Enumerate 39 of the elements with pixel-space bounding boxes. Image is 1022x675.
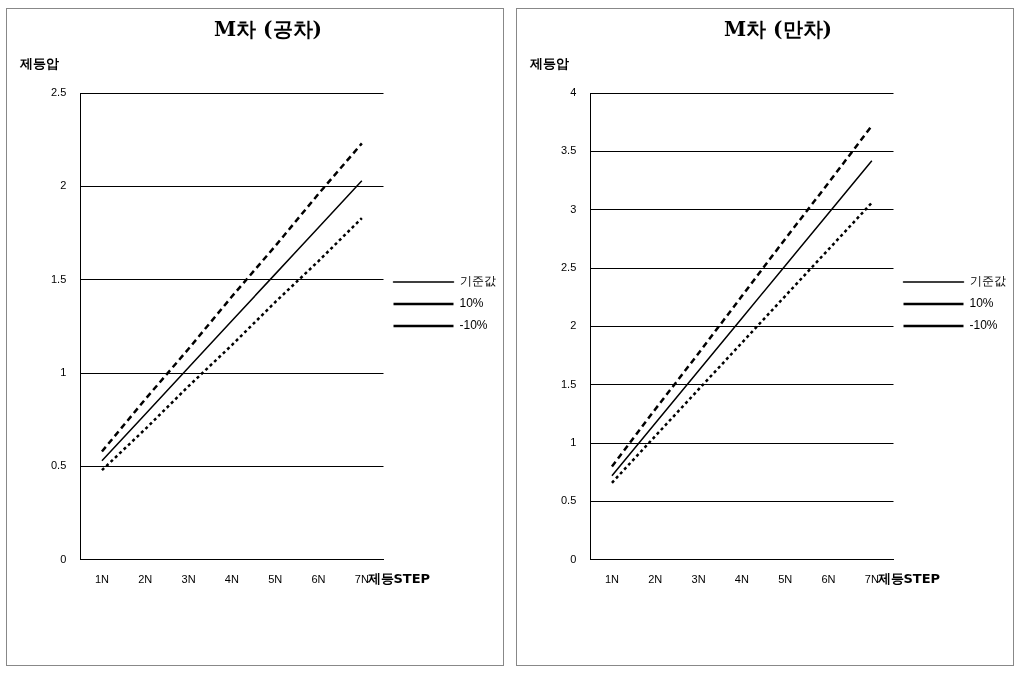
y-tick-label: 4	[570, 86, 577, 99]
y-tick-label: 0	[60, 552, 67, 565]
y-tick-label: 1	[570, 436, 577, 449]
y-tick-label: 1	[60, 366, 67, 379]
legend-label: 기준값	[969, 274, 1006, 289]
y-axis-title: 제등압	[19, 55, 60, 71]
y-tick-label: 3	[570, 202, 577, 215]
legend-label: -10%	[459, 318, 488, 333]
x-tick-label: 6N	[821, 573, 836, 586]
y-tick-label: 2.5	[50, 86, 67, 99]
chart-title: M차 (만차)	[723, 17, 833, 42]
y-tick-label: 2.5	[560, 261, 577, 274]
y-tick-label: 1.5	[560, 377, 577, 390]
y-tick-label: 1.5	[50, 272, 67, 285]
x-tick-label: 1N	[94, 573, 110, 586]
x-tick-label: 5N	[268, 573, 283, 586]
x-tick-label: 3N	[181, 573, 196, 586]
legend-label: 기준값	[459, 274, 496, 289]
x-tick-label: 3N	[691, 573, 706, 586]
legend-label: -10%	[969, 318, 998, 333]
y-tick-label: 0.5	[560, 494, 577, 507]
x-tick-label: 7N	[864, 573, 879, 586]
x-tick-label: 2N	[138, 573, 153, 586]
x-tick-label: 2N	[648, 573, 663, 586]
y-tick-label: 2	[570, 319, 577, 332]
x-tick-label: 7N	[354, 573, 369, 586]
chart-title: M차 (공차)	[213, 17, 323, 42]
y-tick-label: 2	[60, 179, 67, 192]
x-tick-label: 5N	[778, 573, 793, 586]
x-tick-label: 4N	[734, 573, 749, 586]
legend-label: 10%	[459, 296, 484, 311]
y-tick-label: 0	[570, 552, 577, 565]
y-tick-label: 0.5	[50, 459, 67, 472]
y-axis-title: 제등압	[529, 55, 570, 71]
legend-label: 10%	[969, 296, 994, 311]
x-tick-label: 6N	[311, 573, 326, 586]
y-tick-label: 3.5	[560, 144, 577, 157]
x-tick-label: 4N	[224, 573, 239, 586]
x-tick-label: 1N	[604, 573, 620, 586]
